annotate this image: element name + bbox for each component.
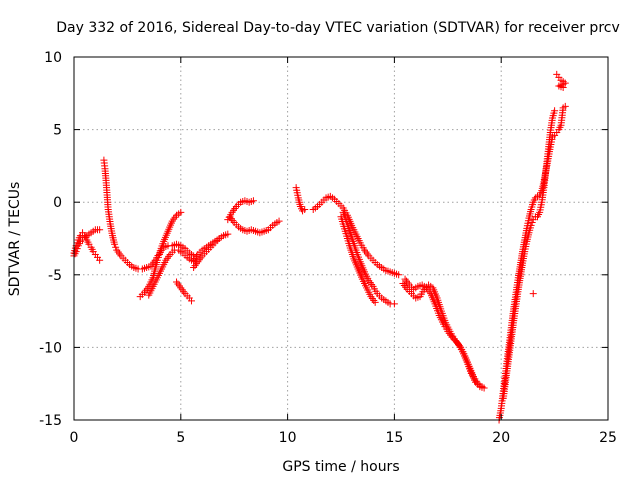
data-point <box>528 219 536 227</box>
data-point <box>187 297 195 305</box>
data-point <box>249 197 257 205</box>
x-axis-label: GPS time / hours <box>282 459 399 475</box>
x-tick-label: 0 <box>70 430 79 446</box>
y-tick-label: -10 <box>39 340 62 356</box>
data-point <box>529 290 537 298</box>
data-point <box>478 383 486 391</box>
data-point <box>154 253 162 261</box>
y-tick-label: 5 <box>53 123 62 139</box>
x-tick-label: 15 <box>385 430 403 446</box>
data-point <box>112 243 120 251</box>
x-tick-label: 25 <box>599 430 617 446</box>
y-tick-label: -15 <box>39 413 62 429</box>
plot-frame <box>73 56 609 421</box>
data-point <box>559 83 567 91</box>
y-tick-label: -5 <box>48 268 62 284</box>
data-point <box>527 221 535 229</box>
y-tick-label: 10 <box>44 50 62 66</box>
y-tick-label: 0 <box>53 195 62 211</box>
data-point <box>96 226 104 234</box>
data-point <box>96 256 104 264</box>
data-point <box>551 107 559 115</box>
x-tick-label: 20 <box>492 430 510 446</box>
data-point <box>73 239 81 247</box>
axis-ticks: 0 5 10 15 20 25 -15 -10 -5 0 5 10 <box>39 50 617 446</box>
x-tick-label: 10 <box>279 430 297 446</box>
data-point <box>395 271 403 279</box>
data-point <box>561 102 569 110</box>
data-point <box>301 205 309 213</box>
chart-title: Day 332 of 2016, Sidereal Day-to-day VTE… <box>56 20 620 36</box>
data-point <box>275 217 283 225</box>
x-tick-label: 5 <box>176 430 185 446</box>
data-points <box>70 70 569 424</box>
data-point <box>224 230 232 238</box>
data-point <box>390 300 398 308</box>
data-point <box>177 208 185 216</box>
data-point <box>371 298 379 306</box>
data-point <box>215 235 223 242</box>
data-point <box>111 240 119 248</box>
grid-lines <box>74 57 608 420</box>
data-point <box>153 256 161 264</box>
y-axis-label: SDTVAR / TECUs <box>7 182 23 297</box>
